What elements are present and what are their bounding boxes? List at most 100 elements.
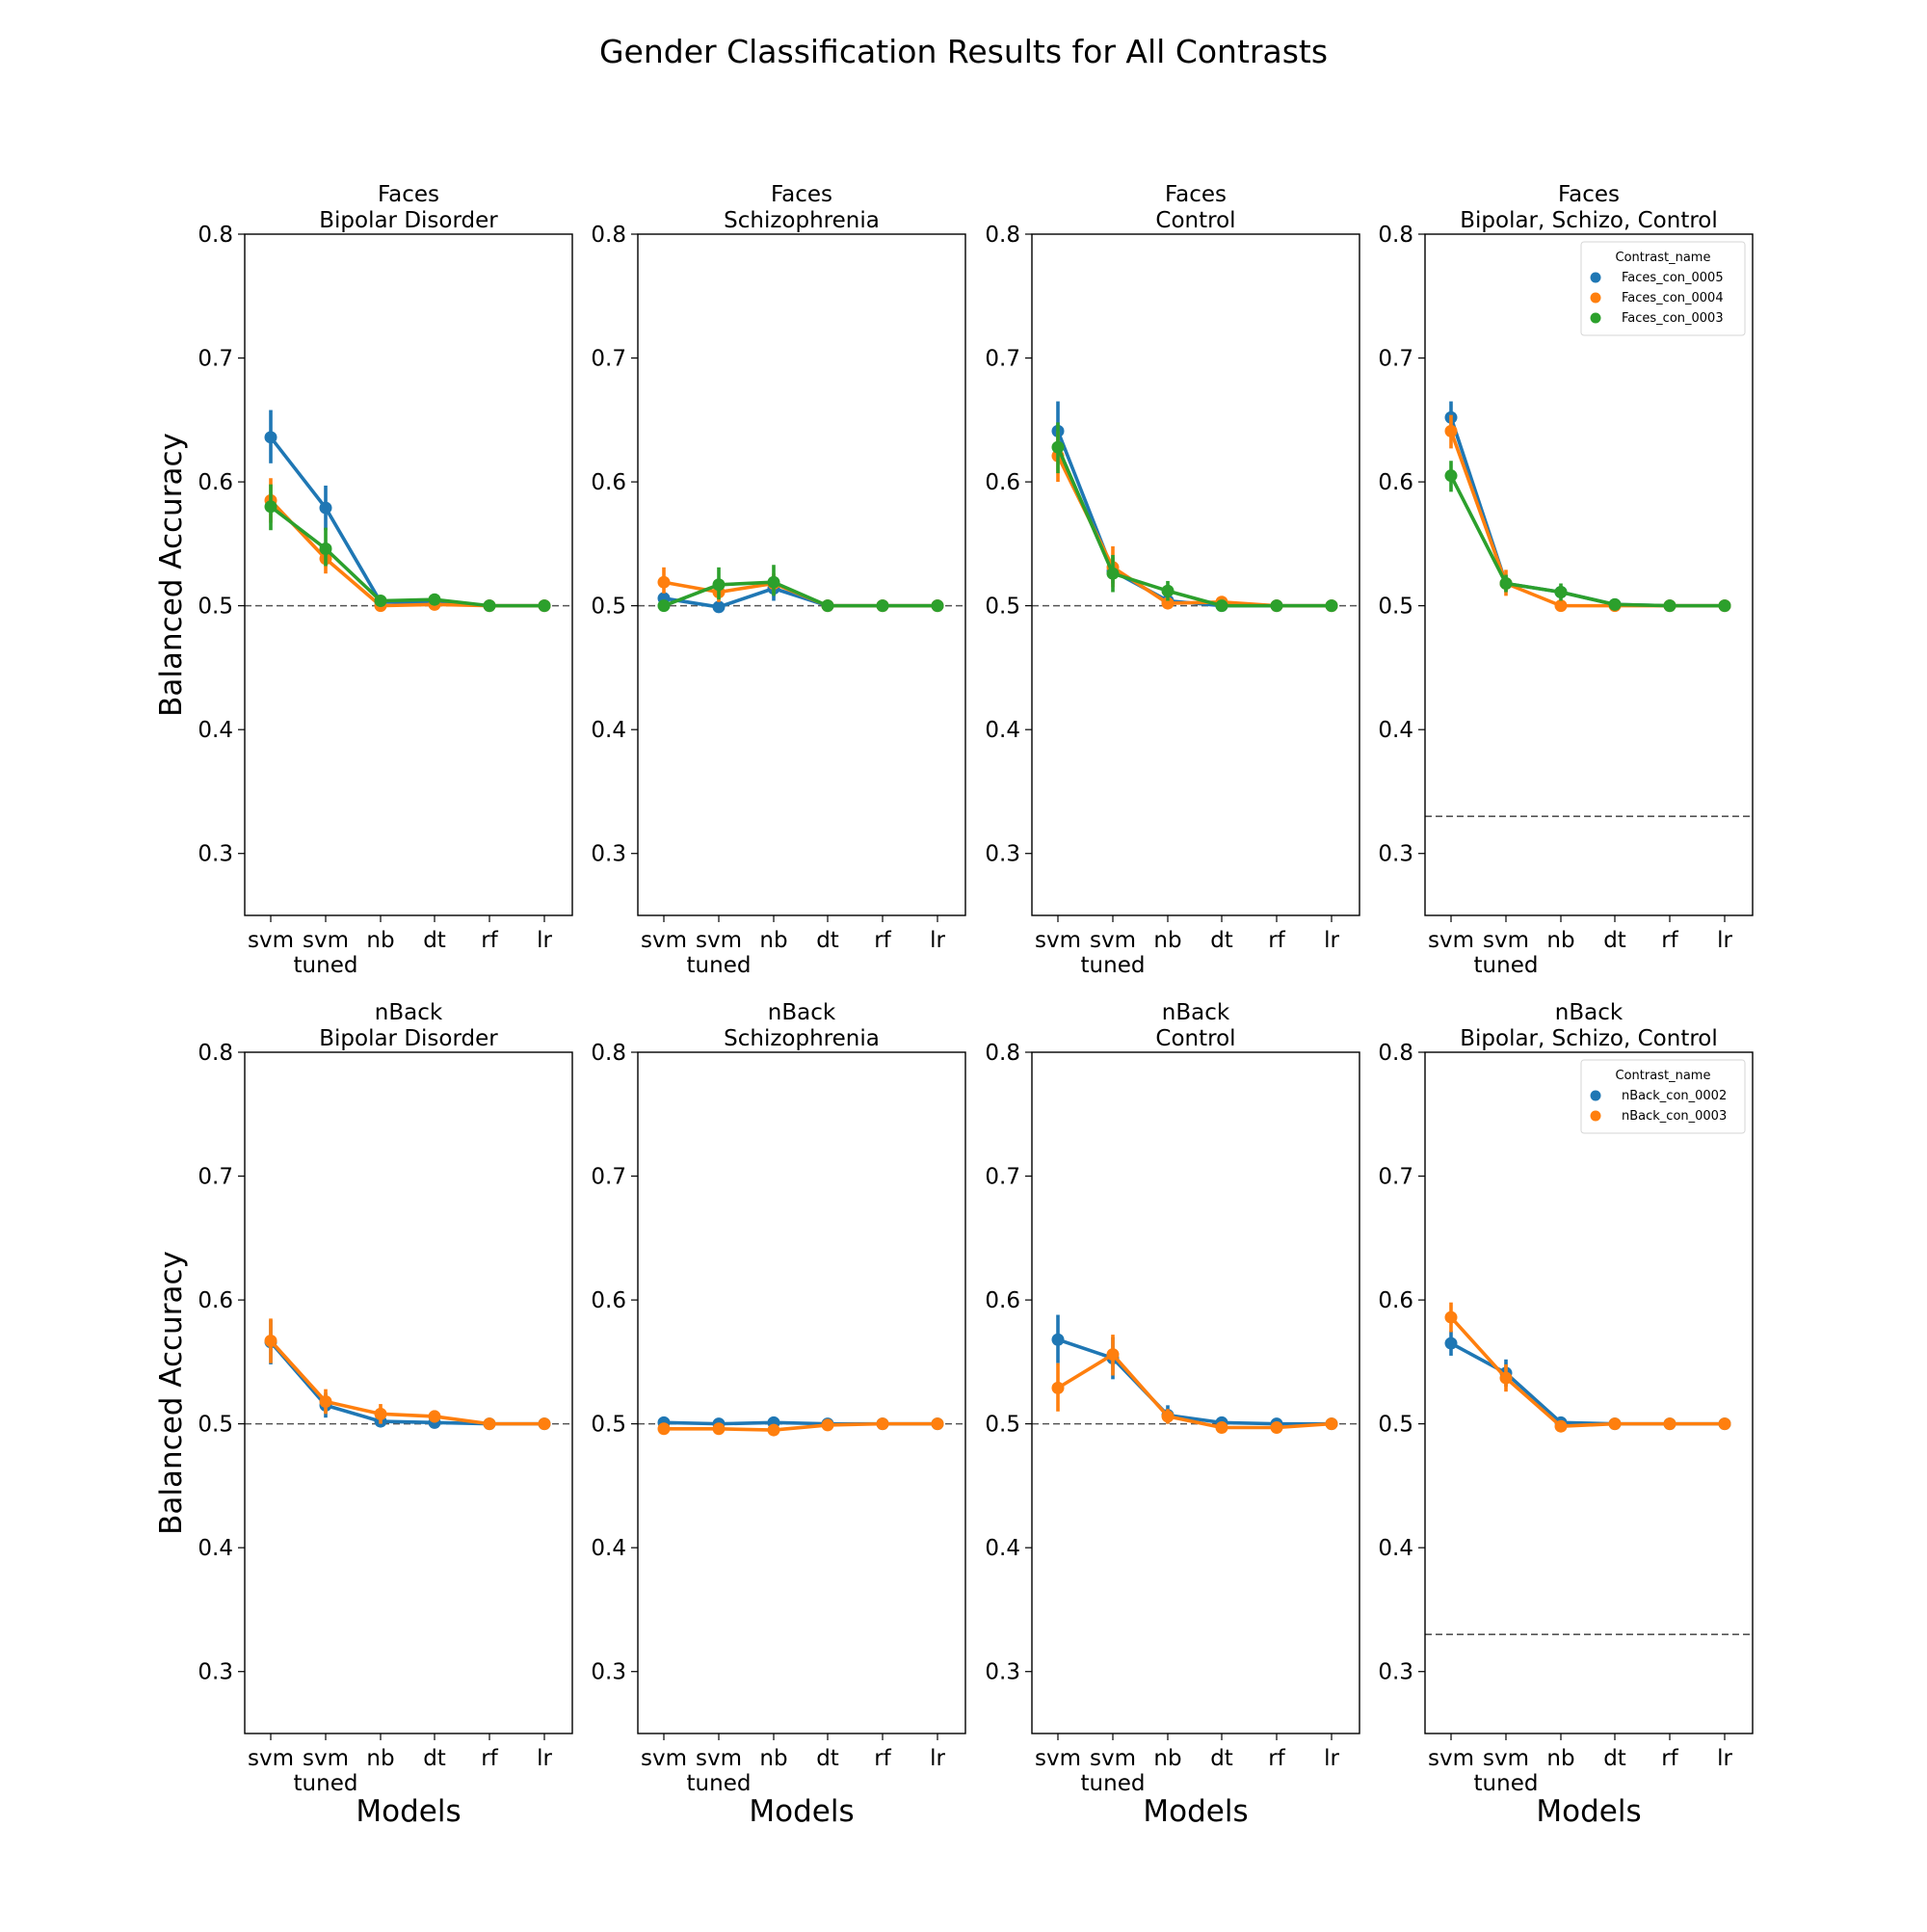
plot-frame <box>244 1051 573 1734</box>
y-tick-label: 0.3 <box>591 1660 626 1685</box>
data-point <box>1444 1310 1458 1324</box>
legend-title: Contrast_name <box>1616 251 1711 265</box>
series-line <box>1449 473 1727 608</box>
series-line <box>269 1338 546 1426</box>
y-tick-label: 0.8 <box>591 223 626 248</box>
x-tick-label: rf <box>1268 928 1285 953</box>
y-tick-label: 0.3 <box>1378 842 1413 867</box>
x-tick-label: svm <box>1090 1746 1136 1771</box>
panel-title-line-2: Bipolar, Schizo, Control <box>1460 1026 1718 1051</box>
legend-frame <box>1580 1059 1746 1134</box>
data-point <box>1663 1417 1676 1431</box>
panel-title-line-1: nBack <box>1162 1000 1230 1025</box>
data-point <box>1051 440 1065 454</box>
series-nBack_con_0003 <box>1051 1335 1338 1434</box>
data-point <box>1215 1420 1228 1434</box>
x-tick-label: rf <box>1661 928 1678 953</box>
x-tick-label: tuned <box>1474 953 1539 978</box>
x-tick-label: tuned <box>687 953 752 978</box>
panel-title-line-1: Faces <box>771 182 832 207</box>
y-tick-label: 0.7 <box>1378 347 1413 372</box>
legend-entry-label: Faces_con_0005 <box>1622 271 1724 285</box>
y-tick-label: 0.7 <box>198 1165 233 1190</box>
x-tick-label: rf <box>1661 1746 1678 1771</box>
y-tick-label: 0.5 <box>1378 595 1413 620</box>
data-point <box>1215 599 1228 613</box>
data-point <box>319 1394 332 1408</box>
x-tick-label: dt <box>816 1746 839 1771</box>
series-nBack_con_0003 <box>1444 1302 1731 1433</box>
series-line <box>1056 454 1333 608</box>
y-tick-label: 0.8 <box>198 1041 233 1066</box>
x-tick-label: dt <box>816 928 839 953</box>
series-Faces_con_0003 <box>264 484 551 613</box>
x-tick-label: lr <box>1717 1746 1732 1771</box>
series-line <box>269 498 546 608</box>
data-point <box>767 575 780 589</box>
data-point <box>1051 1381 1065 1394</box>
series-line <box>269 436 546 608</box>
data-point <box>483 1417 496 1431</box>
plot-frame <box>1424 1051 1754 1734</box>
y-tick-label: 0.3 <box>591 842 626 867</box>
legend-marker <box>1590 1090 1601 1101</box>
x-tick-label: lr <box>1324 1746 1339 1771</box>
data-point <box>319 543 332 556</box>
data-point <box>374 594 387 607</box>
plot-frame <box>244 233 573 916</box>
x-axis-label: Models <box>749 1794 854 1829</box>
series-nBack_con_0003 <box>657 1417 944 1437</box>
y-tick-label: 0.6 <box>198 470 233 495</box>
x-tick-label: rf <box>1268 1746 1285 1771</box>
legend-title: Contrast_name <box>1616 1069 1711 1083</box>
data-point <box>374 1407 387 1420</box>
data-point <box>767 1423 780 1437</box>
y-tick-label: 0.6 <box>1378 470 1413 495</box>
y-tick-label: 0.6 <box>591 1288 626 1313</box>
data-point <box>1499 576 1513 590</box>
panel-title-line-2: Bipolar Disorder <box>319 1026 498 1051</box>
x-tick-label: svm <box>303 928 349 953</box>
x-tick-label: lr <box>930 1746 945 1771</box>
series-Faces_con_0004 <box>1444 414 1731 613</box>
y-tick-label: 0.6 <box>1378 1288 1413 1313</box>
series-line <box>1449 415 1727 608</box>
figure-title: Gender Classification Results for All Co… <box>599 33 1328 70</box>
plot-frame <box>637 233 966 916</box>
data-point <box>1554 585 1568 598</box>
y-tick-label: 0.7 <box>1378 1165 1413 1190</box>
series-Faces_con_0004 <box>264 478 551 613</box>
series-line <box>662 580 939 608</box>
x-tick-label: dt <box>423 1746 446 1771</box>
x-tick-label: svm <box>641 1746 687 1771</box>
y-tick-label: 0.4 <box>985 1536 1020 1561</box>
data-point <box>1718 599 1731 613</box>
x-tick-label: dt <box>1210 1746 1233 1771</box>
x-tick-label: svm <box>641 928 687 953</box>
y-tick-label: 0.5 <box>985 595 1020 620</box>
panel-title-line-2: Schizophrenia <box>724 1026 880 1051</box>
data-point <box>1444 469 1458 483</box>
y-tick-label: 0.3 <box>985 1660 1020 1685</box>
data-point <box>1270 599 1283 613</box>
series-line <box>1056 1337 1333 1426</box>
legend: Contrast_name Faces_con_0005 Faces_con_000… <box>1580 241 1746 336</box>
y-axis-label: Balanced Accuracy <box>154 1251 189 1535</box>
x-tick-label: svm <box>303 1746 349 1771</box>
panel-title-line-2: Schizophrenia <box>724 208 880 233</box>
panel-title-line-1: nBack <box>375 1000 443 1025</box>
data-point <box>712 1422 726 1436</box>
x-tick-label: nb <box>1153 928 1181 953</box>
x-tick-label: tuned <box>1474 1771 1539 1796</box>
x-tick-label: svm <box>1483 1746 1529 1771</box>
data-point <box>428 1410 441 1423</box>
data-point <box>657 575 671 589</box>
series-Faces_con_0005 <box>1051 401 1338 613</box>
x-tick-label: svm <box>1035 1746 1081 1771</box>
legend: Contrast_name nBack_con_0002 nBack_con_000… <box>1580 1059 1746 1134</box>
series-nBack_con_0002 <box>1444 1331 1731 1431</box>
x-tick-label: svm <box>696 1746 742 1771</box>
